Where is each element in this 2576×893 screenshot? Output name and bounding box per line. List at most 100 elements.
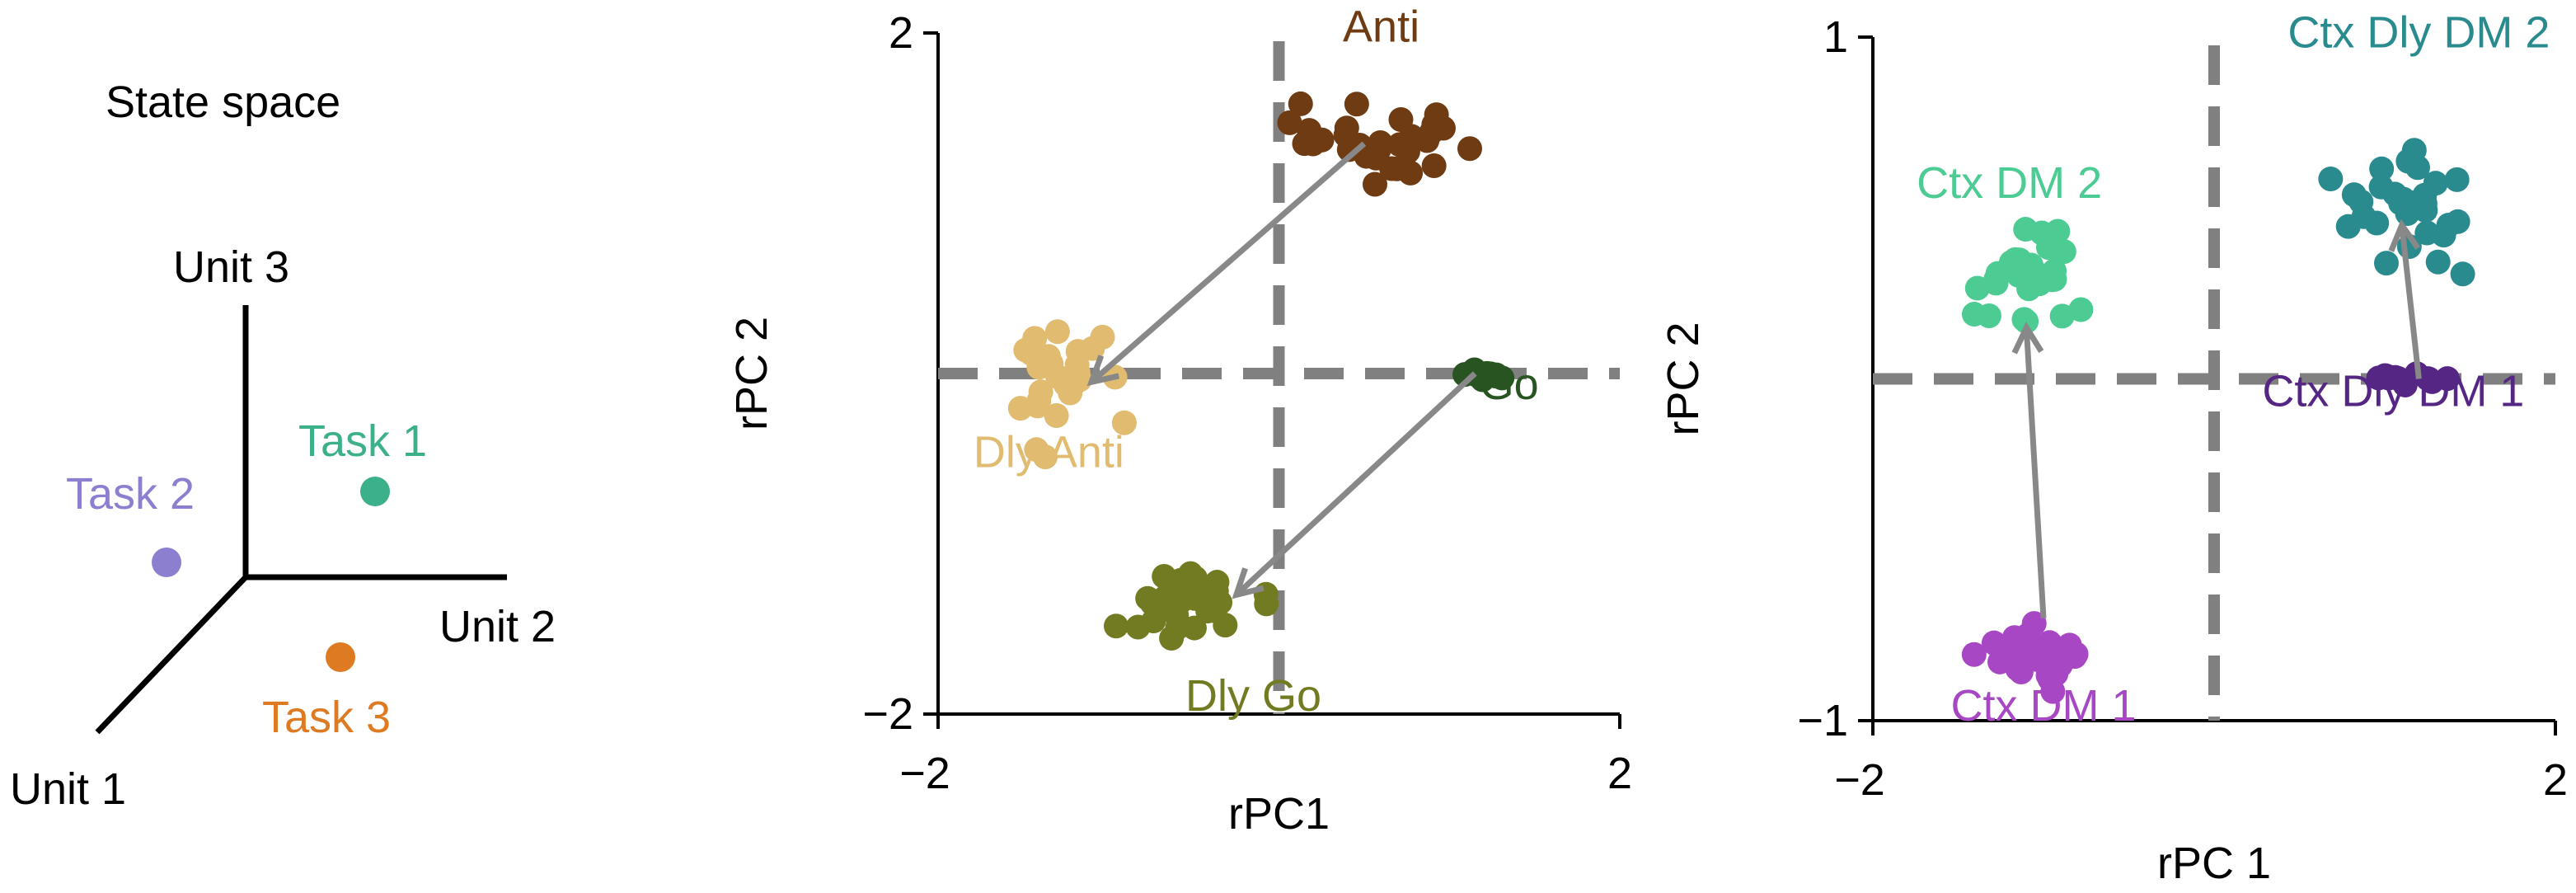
unit-3-label: Unit 3	[173, 242, 289, 292]
data-point	[2002, 247, 2028, 272]
y-tick-label-max: 1	[1823, 12, 1848, 62]
transition-arrow	[1234, 371, 1477, 598]
task-2-label: Task 2	[66, 469, 195, 519]
y-tick-label-max: 2	[889, 8, 913, 58]
x-tick-label-min: −2	[899, 749, 950, 798]
data-point	[2366, 365, 2391, 391]
data-point	[2395, 148, 2421, 174]
data-point	[1362, 172, 1387, 197]
series-ctx-dly-dm-2	[2318, 138, 2475, 287]
series-dly-go	[1104, 561, 1279, 651]
data-point	[2063, 642, 2089, 667]
series-ctx-dm-1	[1961, 611, 2089, 704]
data-point	[1213, 613, 1238, 638]
data-point	[1363, 145, 1389, 171]
data-point	[2412, 182, 2438, 208]
x-tick-label-max: 2	[2543, 755, 2568, 805]
data-point	[1169, 588, 1194, 613]
y-axis-label: rPC 2	[727, 317, 777, 430]
task-3-label: Task 3	[262, 693, 391, 742]
data-point	[2431, 223, 2456, 248]
data-point	[2434, 366, 2460, 392]
data-point	[1983, 270, 2009, 296]
data-point	[2318, 167, 2344, 192]
data-point	[1195, 599, 1221, 624]
arrow-head	[1232, 567, 1265, 599]
task-1-point	[360, 477, 390, 506]
data-point	[2425, 249, 2451, 275]
data-point	[2013, 217, 2039, 242]
x-tick-label-max: 2	[1607, 749, 1632, 798]
cluster-label: Anti	[1343, 2, 1419, 51]
data-point	[1044, 319, 1070, 345]
data-point	[1277, 110, 1302, 135]
data-point	[2036, 648, 2062, 674]
data-point	[1028, 379, 1053, 405]
data-point	[1044, 402, 1069, 428]
series-ctx-dly-dm-1	[2366, 361, 2460, 397]
unit-2-label: Unit 2	[439, 602, 556, 651]
data-point	[2386, 365, 2411, 391]
x-tick-label-min: −2	[1834, 755, 1885, 805]
data-point	[1204, 570, 1230, 595]
series-anti	[1277, 91, 1483, 197]
data-point	[1421, 153, 1447, 179]
axes: 2 −2 −2 2 rPC1 rPC 2	[727, 8, 1632, 839]
axes: 1 −1 −2 2 rPC 1 rPC 2	[1659, 12, 2568, 888]
data-point	[2364, 210, 2390, 236]
transition-arrow	[1089, 141, 1367, 384]
data-point	[1104, 613, 1129, 639]
cluster-label: Ctx Dly DM 1	[2262, 367, 2524, 416]
series-dly-anti	[1007, 319, 1137, 470]
data-point	[2450, 261, 2475, 287]
x-axis-label: rPC1	[1228, 789, 1330, 839]
data-point	[2335, 214, 2361, 239]
data-point	[1178, 561, 1204, 586]
y-tick-label-min: −1	[1797, 696, 1848, 745]
arrow-head	[2011, 322, 2044, 355]
unit-1-label: Unit 1	[10, 764, 126, 814]
data-point	[1022, 326, 1048, 351]
data-point	[1033, 444, 1058, 470]
data-point	[2373, 251, 2399, 276]
data-point	[2045, 219, 2071, 244]
data-point	[1415, 128, 1440, 153]
data-point	[1387, 132, 1413, 157]
state-space-panel: State space Unit 3 Unit 2 Unit 1 Task 1 …	[10, 78, 556, 814]
task-1-label: Task 1	[298, 416, 427, 466]
data-point	[1288, 91, 1313, 116]
data-point	[2391, 186, 2416, 212]
x-axis-label: rPC 1	[2157, 839, 2271, 888]
task-2-point	[152, 548, 181, 577]
data-point	[2444, 167, 2470, 192]
data-point	[1090, 324, 1115, 350]
data-point	[1333, 122, 1358, 148]
cluster-label: Go	[1480, 360, 1539, 409]
data-point	[2019, 635, 2044, 660]
cluster-label: Ctx Dly DM 2	[2287, 7, 2550, 57]
data-point	[1484, 362, 1509, 388]
data-point	[1141, 609, 1166, 634]
data-point	[1056, 374, 1082, 399]
state-space-title: State space	[106, 78, 340, 127]
data-point	[1292, 131, 1317, 157]
chart-go-anti: 2 −2 −2 2 rPC1 rPC 2 Anti Dly Anti Go Dly Go	[727, 2, 1632, 839]
transition-arrow	[2399, 224, 2422, 379]
transition-arrow	[2023, 327, 2047, 618]
data-point	[2369, 156, 2395, 181]
data-point	[2025, 261, 2050, 287]
data-point	[2011, 307, 2037, 332]
data-point	[2049, 303, 2075, 329]
data-point	[1961, 642, 1987, 667]
arrow-head	[2388, 219, 2421, 252]
cluster-label: Dly Go	[1185, 671, 1321, 721]
data-point	[1111, 410, 1137, 435]
data-point	[1344, 92, 1369, 117]
data-point	[1035, 344, 1061, 369]
data-point	[1997, 638, 2023, 664]
cluster-label: Ctx DM 1	[1950, 681, 2136, 731]
data-point	[2068, 297, 2094, 322]
unit-1-axis-line	[95, 575, 248, 735]
task-3-point	[326, 642, 355, 672]
